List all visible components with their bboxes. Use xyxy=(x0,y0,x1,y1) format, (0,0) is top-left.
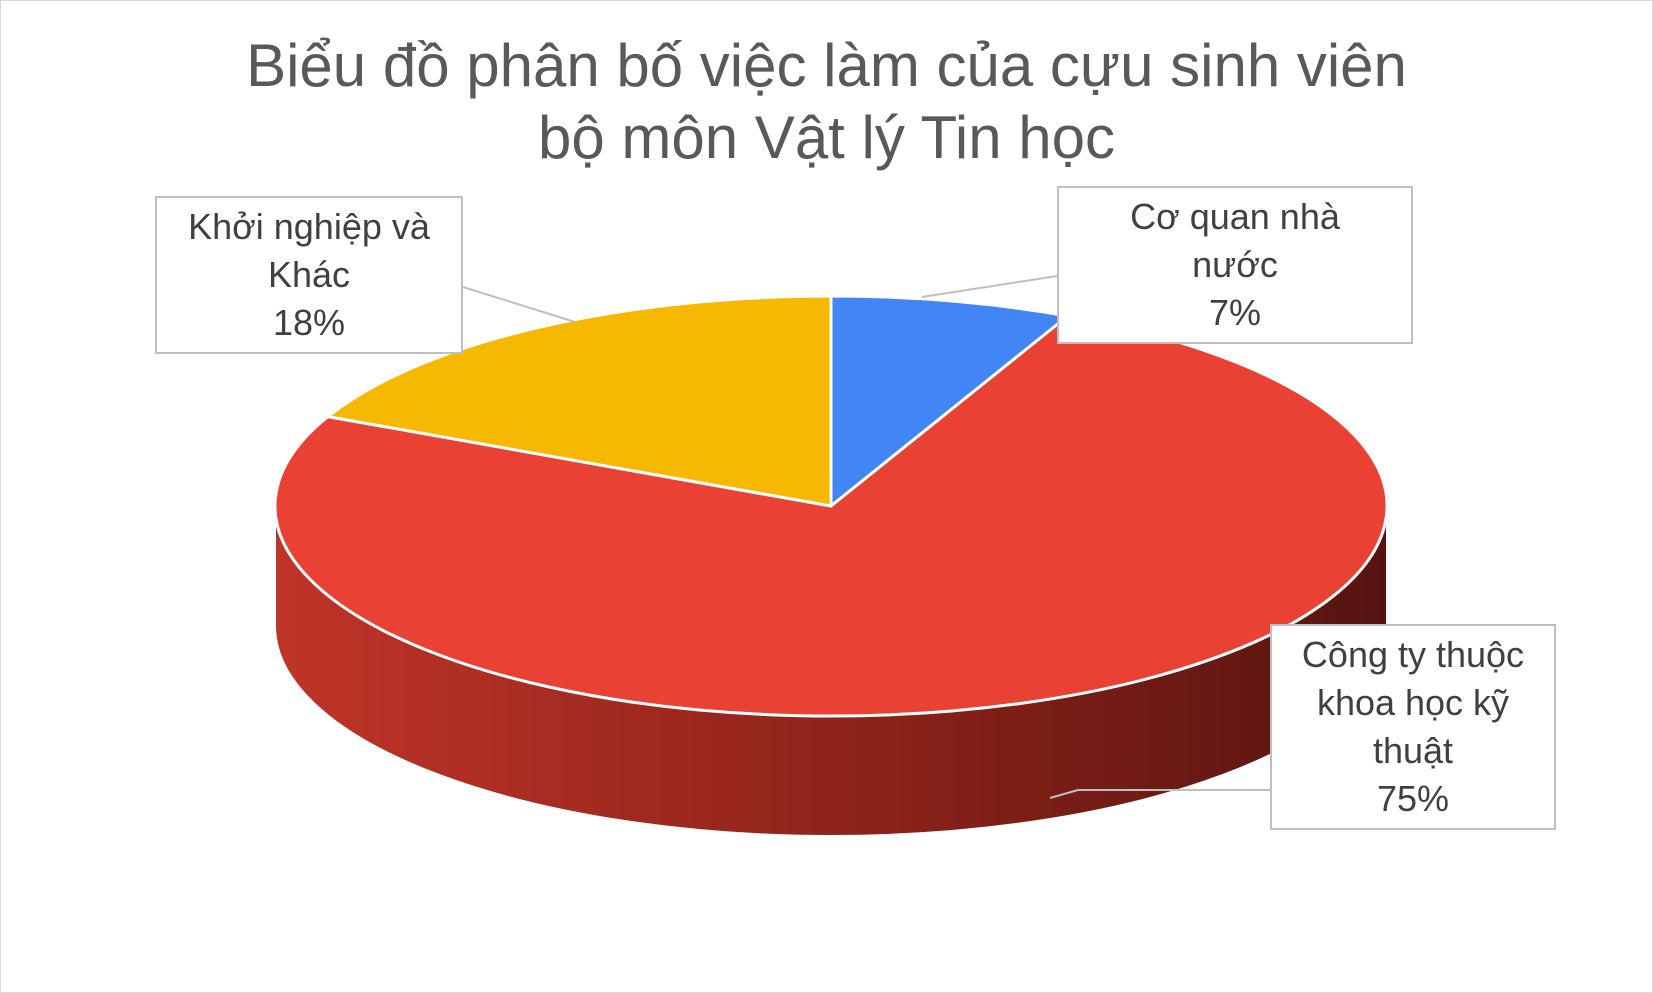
data-label-percent: 18% xyxy=(272,302,346,343)
leader-line-cong-ty-khoa-hoc-ky-thuat xyxy=(1049,789,1270,799)
pie-slice-khoi-nghiep-va-khac xyxy=(326,294,833,508)
data-label-text: Khác xyxy=(267,254,351,295)
chart-title: Biểu đồ phân bố việc làm của cựu sinh vi… xyxy=(0,30,1653,174)
leader-line-khoi-nghiep-va-khac xyxy=(462,286,576,323)
data-label-text: Cơ quan nhà xyxy=(1130,196,1340,237)
data-label-text: thuật xyxy=(1372,730,1454,771)
chart-title-line-1: Biểu đồ phân bố việc làm của cựu sinh vi… xyxy=(246,32,1407,99)
data-label-text: Công ty thuộc xyxy=(1301,634,1525,675)
leader-line-co-quan-nha-nuoc xyxy=(921,275,1058,298)
pie-slice-co-quan-nha-nuoc xyxy=(829,294,1070,508)
data-label-percent: 7% xyxy=(1208,292,1262,333)
data-label-cong-ty-khoa-hoc-ky-thuat: Công ty thuộc khoa học kỹ thuật 75% xyxy=(1270,624,1556,830)
data-label-percent: 75% xyxy=(1376,778,1450,819)
pie-slice-cong-ty-khoa-hoc-ky-thuat xyxy=(273,314,1389,718)
data-label-khoi-nghiep-va-khac: Khởi nghiệp và Khác 18% xyxy=(155,196,463,354)
data-label-co-quan-nha-nuoc: Cơ quan nhà nước 7% xyxy=(1057,186,1413,344)
data-label-text: khoa học kỹ xyxy=(1316,682,1510,723)
data-label-text: Khởi nghiệp và xyxy=(188,206,430,247)
data-label-text: nước xyxy=(1192,244,1278,285)
chart-title-line-2: bộ môn Vật lý Tin học xyxy=(538,104,1115,171)
